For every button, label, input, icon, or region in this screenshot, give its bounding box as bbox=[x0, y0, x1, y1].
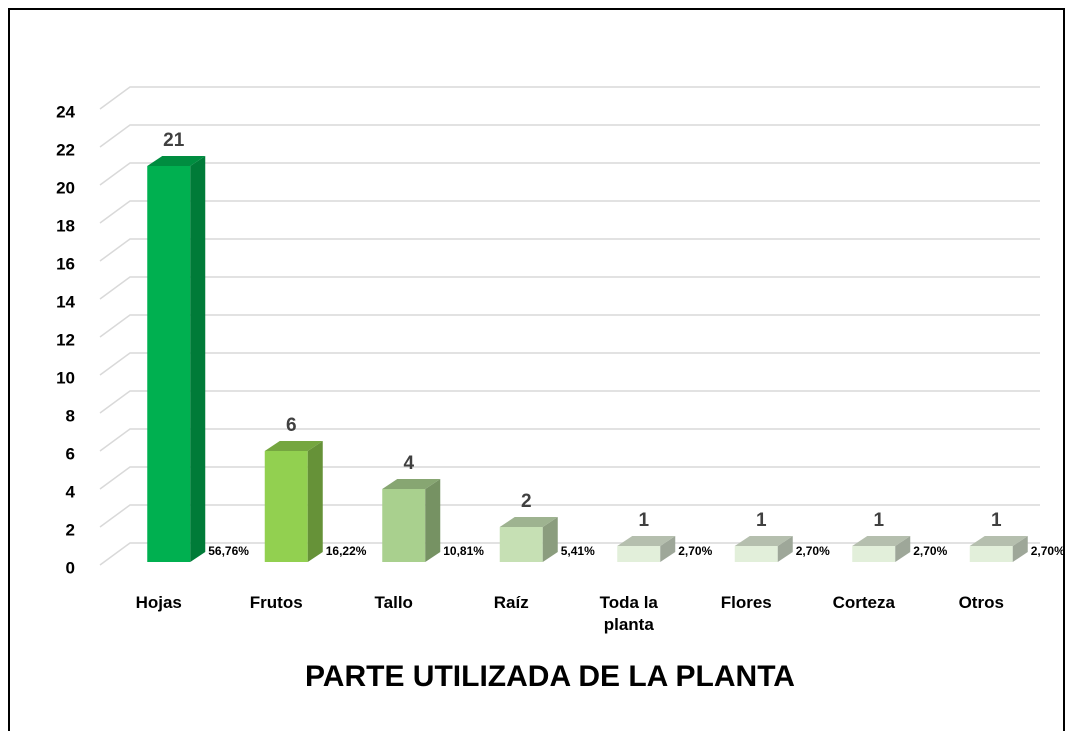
bar bbox=[734, 546, 778, 562]
percent-label: 2,70% bbox=[913, 544, 947, 558]
chart-title: PARTE UTILIZADA DE LA PLANTA bbox=[305, 660, 795, 693]
bar-side bbox=[660, 536, 676, 562]
x-tick-label: Toda la planta bbox=[599, 593, 658, 634]
bar-top bbox=[499, 517, 558, 527]
bar bbox=[969, 546, 1013, 562]
y-tick-label: 12 bbox=[56, 330, 75, 349]
x-tick-label: Tallo bbox=[374, 593, 413, 612]
y-tick-label: 8 bbox=[66, 406, 75, 425]
bar-side bbox=[777, 536, 793, 562]
y-tick-label: 24 bbox=[56, 102, 75, 121]
bar-top bbox=[147, 156, 206, 166]
x-tick-label: Corteza bbox=[832, 593, 895, 612]
percent-label: 2,70% bbox=[678, 544, 712, 558]
percent-label: 16,22% bbox=[326, 544, 367, 558]
value-label: 1 bbox=[638, 510, 649, 531]
x-tick-label: Raíz bbox=[493, 593, 529, 612]
x-tick-label: Flores bbox=[720, 593, 772, 612]
value-label: 4 bbox=[403, 453, 414, 474]
grid-line bbox=[99, 162, 1040, 186]
percent-label: 2,70% bbox=[1031, 544, 1065, 558]
y-tick-label: 22 bbox=[56, 140, 75, 159]
y-tick-label: 14 bbox=[56, 292, 75, 311]
grid-line bbox=[99, 428, 1040, 452]
grid-line bbox=[99, 200, 1040, 224]
bar bbox=[147, 166, 191, 562]
bar-top bbox=[852, 536, 911, 546]
grid-line bbox=[99, 504, 1040, 528]
bar-side bbox=[1012, 536, 1028, 562]
percent-label: 2,70% bbox=[796, 544, 830, 558]
value-label: 1 bbox=[991, 510, 1002, 531]
bar-top bbox=[382, 479, 441, 489]
y-tick-label: 20 bbox=[56, 178, 75, 197]
percent-label: 10,81% bbox=[443, 544, 484, 558]
y-tick-label: 16 bbox=[56, 254, 75, 273]
y-tick-label: 6 bbox=[66, 444, 75, 463]
x-tick-label: Hojas bbox=[135, 593, 182, 612]
bar bbox=[617, 546, 661, 562]
bar-side bbox=[307, 441, 323, 562]
y-tick-label: 2 bbox=[66, 520, 75, 539]
value-label: 1 bbox=[756, 510, 767, 531]
frame bbox=[8, 8, 1065, 731]
grid-line bbox=[99, 542, 1040, 566]
grid-line bbox=[99, 124, 1040, 148]
x-tick-label: Otros bbox=[958, 593, 1004, 612]
x-tick-label: Frutos bbox=[249, 593, 303, 612]
grid-line bbox=[99, 390, 1040, 414]
bar-side bbox=[895, 536, 911, 562]
bar bbox=[264, 451, 308, 562]
percent-label: 5,41% bbox=[561, 544, 595, 558]
grid-line bbox=[99, 238, 1040, 262]
bar-side bbox=[425, 479, 441, 562]
grid-line bbox=[99, 466, 1040, 490]
bar-top bbox=[969, 536, 1028, 546]
grid-line bbox=[99, 86, 1040, 110]
y-tick-label: 18 bbox=[56, 216, 75, 235]
value-label: 6 bbox=[286, 415, 297, 436]
bar bbox=[499, 527, 543, 562]
bar-top bbox=[264, 441, 323, 451]
y-tick-label: 4 bbox=[66, 482, 76, 501]
grid-line bbox=[99, 314, 1040, 338]
percent-label: 56,76% bbox=[208, 544, 249, 558]
value-label: 2 bbox=[521, 491, 532, 512]
bar bbox=[382, 489, 426, 562]
bar-side bbox=[190, 156, 206, 562]
value-label: 1 bbox=[873, 510, 884, 531]
grid-line bbox=[99, 276, 1040, 300]
bar-top bbox=[734, 536, 793, 546]
value-label: 21 bbox=[163, 130, 185, 151]
grid-line bbox=[99, 352, 1040, 376]
bar bbox=[852, 546, 896, 562]
bar-side bbox=[542, 517, 558, 562]
y-tick-label: 10 bbox=[56, 368, 75, 387]
y-tick-label: 0 bbox=[66, 558, 75, 577]
bar-top bbox=[617, 536, 676, 546]
